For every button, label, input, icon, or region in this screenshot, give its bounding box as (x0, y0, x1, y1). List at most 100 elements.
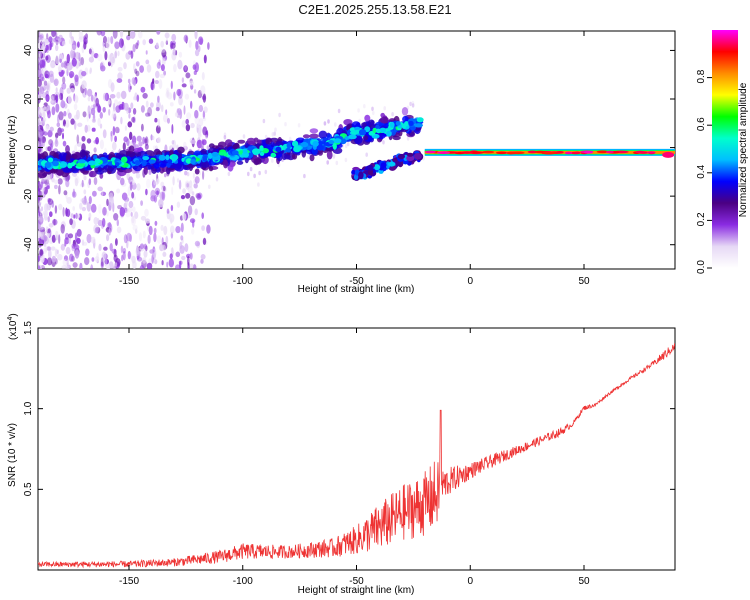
noise-mark (223, 135, 227, 140)
noise-mark (76, 237, 81, 244)
noise-mark (154, 220, 158, 226)
noise-mark (79, 183, 86, 188)
noise-mark (54, 139, 59, 147)
noise-mark (185, 124, 191, 132)
noise-mark (120, 90, 127, 100)
noise-mark (119, 31, 124, 38)
noise-mark (65, 179, 70, 188)
band-mark (584, 151, 593, 154)
spectrogram-y-tick-label: 0 (23, 144, 34, 150)
noise-mark (38, 255, 41, 262)
noise-mark (167, 117, 170, 124)
noise-mark (101, 190, 104, 197)
noise-mark (61, 82, 67, 90)
noise-mark (90, 107, 96, 116)
noise-mark (63, 190, 68, 196)
noise-mark (120, 245, 124, 254)
noise-mark (161, 190, 166, 201)
noise-mark (51, 234, 56, 243)
noise-mark (155, 42, 159, 49)
ridge-mark (389, 121, 395, 128)
noise-mark (150, 189, 156, 199)
noise-mark (271, 158, 274, 163)
ridge-mark (302, 134, 310, 139)
secondary-ridge-mark (373, 164, 381, 171)
noise-mark (114, 51, 118, 59)
snr-y-tick-label: 1.5 (23, 321, 34, 335)
noise-mark (165, 235, 169, 245)
noise-mark (207, 42, 210, 50)
noise-mark (169, 145, 172, 151)
noise-mark (43, 186, 48, 195)
secondary-ridge-mark (406, 155, 415, 162)
noise-mark (87, 96, 91, 102)
noise-mark (67, 108, 70, 116)
ridge-mark (379, 127, 387, 133)
noise-mark (86, 233, 92, 244)
ridge-mark (128, 145, 135, 153)
noise-mark (140, 105, 145, 113)
ridge-mark (401, 107, 409, 116)
noise-mark (202, 117, 207, 122)
noise-mark (38, 206, 41, 216)
noise-mark (131, 215, 135, 224)
noise-mark (142, 230, 146, 239)
noise-mark (114, 135, 117, 143)
noise-mark (170, 80, 173, 90)
noise-mark (142, 92, 148, 99)
noise-mark (74, 175, 80, 184)
noise-mark (70, 118, 75, 125)
noise-mark (46, 246, 51, 251)
snr-series-line (38, 343, 675, 569)
noise-mark (117, 67, 123, 72)
noise-mark (68, 233, 74, 239)
ridge-mark (328, 140, 335, 144)
noise-mark (125, 200, 128, 206)
noise-mark (327, 119, 330, 124)
noise-mark (152, 78, 155, 84)
band-mark (527, 150, 538, 154)
noise-mark (71, 44, 77, 51)
chart-title: C2E1.2025.255.13.58.E21 (298, 2, 452, 17)
noise-mark (116, 188, 121, 194)
ridge-mark (200, 161, 210, 168)
noise-mark (202, 93, 207, 103)
noise-mark (332, 153, 336, 158)
ridge-mark (97, 166, 102, 173)
noise-mark (172, 48, 176, 56)
noise-mark (326, 160, 330, 165)
noise-mark (187, 255, 190, 266)
colorbar-tick-label: 0.4 (696, 164, 707, 178)
noise-mark (161, 260, 164, 266)
noise-mark (323, 121, 327, 126)
noise-mark (108, 108, 111, 116)
noise-mark (68, 38, 74, 45)
noise-mark (160, 40, 164, 48)
noise-mark (102, 106, 106, 113)
noise-mark (178, 88, 183, 99)
noise-mark (306, 154, 310, 160)
noise-mark (140, 86, 146, 93)
noise-mark (138, 232, 143, 242)
noise-mark (69, 218, 73, 226)
noise-mark (160, 104, 164, 113)
ridge-mark (185, 158, 192, 164)
noise-mark (188, 180, 193, 188)
noise-mark (189, 195, 196, 206)
noise-mark (284, 122, 287, 127)
noise-mark (196, 139, 203, 149)
noise-mark (391, 112, 394, 117)
noise-mark (123, 62, 127, 70)
noise-mark (131, 116, 136, 123)
noise-mark (66, 208, 71, 218)
noise-mark (202, 110, 206, 120)
noise-mark (68, 237, 72, 245)
snr-frame (37, 327, 676, 571)
noise-mark (160, 48, 166, 53)
noise-mark (372, 110, 375, 116)
noise-mark (121, 254, 124, 262)
noise-mark (102, 206, 107, 216)
noise-mark (41, 83, 44, 91)
noise-mark (135, 70, 140, 77)
noise-mark (142, 39, 146, 46)
